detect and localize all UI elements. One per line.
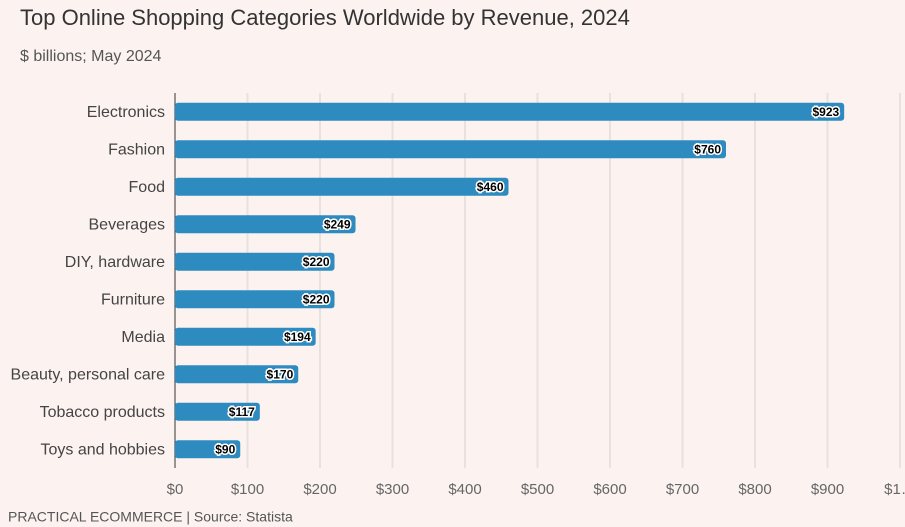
x-tick-label: $700: [666, 481, 699, 498]
y-tick-label: Electronics: [87, 104, 165, 121]
y-tick-label: Beauty, personal care: [11, 366, 166, 383]
value-label: $923: [812, 105, 839, 119]
bar: [175, 140, 726, 159]
y-tick-label: Furniture: [101, 291, 165, 308]
footer: PRACTICAL ECOMMERCE | Source: Statista: [8, 509, 293, 525]
y-tick-label: Toys and hobbies: [40, 441, 165, 458]
x-tick-label: $600: [593, 481, 626, 498]
x-tick-label: $500: [521, 481, 554, 498]
x-tick-label: $200: [303, 481, 336, 498]
value-label: $760: [694, 142, 721, 156]
value-label: $170: [267, 367, 294, 381]
x-tick-label: $300: [376, 481, 409, 498]
x-tick-label: $800: [738, 481, 771, 498]
bar: [175, 327, 316, 346]
x-tick-label: $0: [167, 481, 184, 498]
y-tick-label: Fashion: [108, 141, 165, 158]
bar: [175, 252, 335, 271]
chart-title: Top Online Shopping Categories Worldwide…: [20, 5, 630, 30]
x-tick-label: $400: [448, 481, 481, 498]
value-label: $220: [303, 255, 330, 269]
value-label: $460: [477, 180, 504, 194]
bar: [175, 440, 241, 459]
y-tick-label: Beverages: [89, 216, 166, 233]
x-tick-label: $100: [231, 481, 264, 498]
bar: [175, 402, 260, 421]
bar: [175, 102, 845, 121]
bar: [175, 177, 509, 196]
value-label: $194: [284, 330, 311, 344]
value-label: $117: [229, 405, 255, 419]
value-label: $90: [215, 442, 235, 456]
bar: [175, 215, 356, 234]
y-tick-label: Food: [129, 179, 165, 196]
value-label: $249: [324, 217, 351, 231]
y-tick-label: Media: [121, 329, 165, 346]
x-tick-label: $900: [811, 481, 844, 498]
y-tick-label: DIY, hardware: [65, 254, 165, 271]
chart-subtitle: $ billions; May 2024: [20, 48, 162, 65]
bar: [175, 290, 335, 309]
y-tick-label: Tobacco products: [40, 404, 165, 421]
bar: [175, 365, 299, 384]
x-tick-label: $1…: [884, 481, 905, 498]
value-label: $220: [303, 292, 330, 306]
